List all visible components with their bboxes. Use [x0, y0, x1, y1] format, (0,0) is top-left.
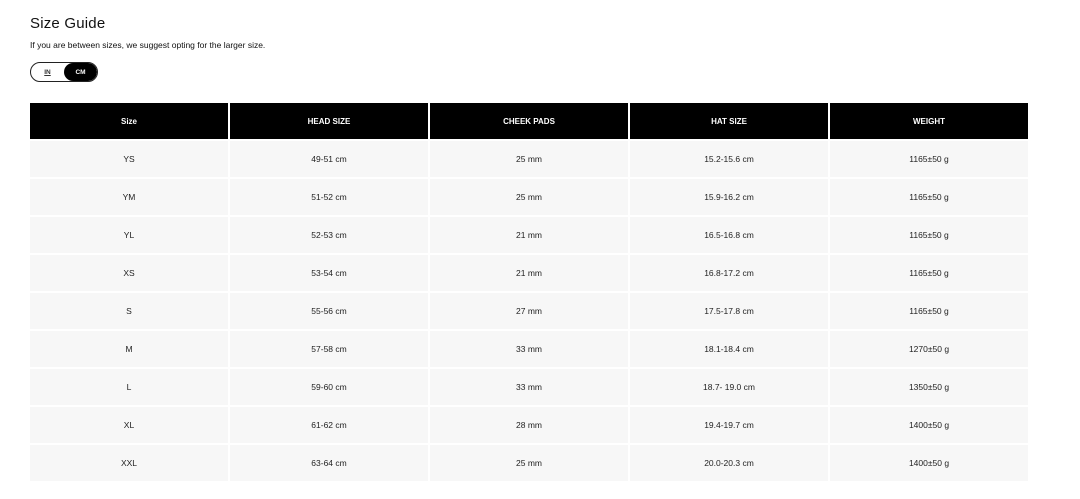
table-header-row: Size HEAD SIZE CHEEK PADS HAT SIZE WEIGHT: [30, 103, 1028, 139]
table-cell: 1270±50 g: [830, 331, 1028, 367]
column-header: Size: [30, 103, 228, 139]
table-row: M 57-58 cm 33 mm 18.1-18.4 cm 1270±50 g: [30, 331, 1028, 367]
table-cell: L: [30, 369, 228, 405]
column-header: HEAD SIZE: [230, 103, 428, 139]
table-cell: 51-52 cm: [230, 179, 428, 215]
table-cell: YS: [30, 141, 228, 177]
table-cell: 18.1-18.4 cm: [630, 331, 828, 367]
table-cell: 18.7- 19.0 cm: [630, 369, 828, 405]
column-header: HAT SIZE: [630, 103, 828, 139]
table-cell: 33 mm: [430, 331, 628, 367]
table-cell: 1400±50 g: [830, 445, 1028, 481]
table-row: XXL 63-64 cm 25 mm 20.0-20.3 cm 1400±50 g: [30, 445, 1028, 481]
table-row: L 59-60 cm 33 mm 18.7- 19.0 cm 1350±50 g: [30, 369, 1028, 405]
table-cell: 61-62 cm: [230, 407, 428, 443]
table-row: XS 53-54 cm 21 mm 16.8-17.2 cm 1165±50 g: [30, 255, 1028, 291]
table-row: S 55-56 cm 27 mm 17.5-17.8 cm 1165±50 g: [30, 293, 1028, 329]
unit-toggle[interactable]: IN CM: [30, 62, 98, 82]
unit-option-cm[interactable]: CM: [64, 63, 97, 81]
table-cell: 16.5-16.8 cm: [630, 217, 828, 253]
table-cell: YL: [30, 217, 228, 253]
table-cell: 19.4-19.7 cm: [630, 407, 828, 443]
table-cell: 49-51 cm: [230, 141, 428, 177]
size-advice-text: If you are between sizes, we suggest opt…: [30, 40, 266, 50]
table-row: YM 51-52 cm 25 mm 15.9-16.2 cm 1165±50 g: [30, 179, 1028, 215]
table-cell: 1350±50 g: [830, 369, 1028, 405]
table-cell: 25 mm: [430, 445, 628, 481]
size-table: Size HEAD SIZE CHEEK PADS HAT SIZE WEIGHT YS…: [28, 101, 1030, 483]
table-cell: 17.5-17.8 cm: [630, 293, 828, 329]
column-header: WEIGHT: [830, 103, 1028, 139]
table-cell: YM: [30, 179, 228, 215]
table-cell: 55-56 cm: [230, 293, 428, 329]
page-title: Size Guide: [30, 15, 106, 32]
unit-option-in[interactable]: IN: [44, 68, 51, 76]
table-cell: 1400±50 g: [830, 407, 1028, 443]
table-cell: XL: [30, 407, 228, 443]
table-cell: M: [30, 331, 228, 367]
table-cell: 57-58 cm: [230, 331, 428, 367]
table-cell: 25 mm: [430, 179, 628, 215]
table-cell: XS: [30, 255, 228, 291]
table-cell: 1165±50 g: [830, 293, 1028, 329]
table-row: XL 61-62 cm 28 mm 19.4-19.7 cm 1400±50 g: [30, 407, 1028, 443]
table-cell: 27 mm: [430, 293, 628, 329]
table-row: YL 52-53 cm 21 mm 16.5-16.8 cm 1165±50 g: [30, 217, 1028, 253]
table-cell: 33 mm: [430, 369, 628, 405]
table-cell: 1165±50 g: [830, 217, 1028, 253]
table-cell: 20.0-20.3 cm: [630, 445, 828, 481]
column-header: CHEEK PADS: [430, 103, 628, 139]
table-cell: 63-64 cm: [230, 445, 428, 481]
table-cell: 1165±50 g: [830, 255, 1028, 291]
table-cell: 53-54 cm: [230, 255, 428, 291]
table-cell: 21 mm: [430, 255, 628, 291]
table-cell: 52-53 cm: [230, 217, 428, 253]
table-cell: 1165±50 g: [830, 179, 1028, 215]
table-cell: 59-60 cm: [230, 369, 428, 405]
table-cell: 1165±50 g: [830, 141, 1028, 177]
table-cell: 16.8-17.2 cm: [630, 255, 828, 291]
table-cell: 25 mm: [430, 141, 628, 177]
table-cell: S: [30, 293, 228, 329]
table-cell: XXL: [30, 445, 228, 481]
table-row: YS 49-51 cm 25 mm 15.2-15.6 cm 1165±50 g: [30, 141, 1028, 177]
table-cell: 15.2-15.6 cm: [630, 141, 828, 177]
table-cell: 15.9-16.2 cm: [630, 179, 828, 215]
table-cell: 21 mm: [430, 217, 628, 253]
table-cell: 28 mm: [430, 407, 628, 443]
